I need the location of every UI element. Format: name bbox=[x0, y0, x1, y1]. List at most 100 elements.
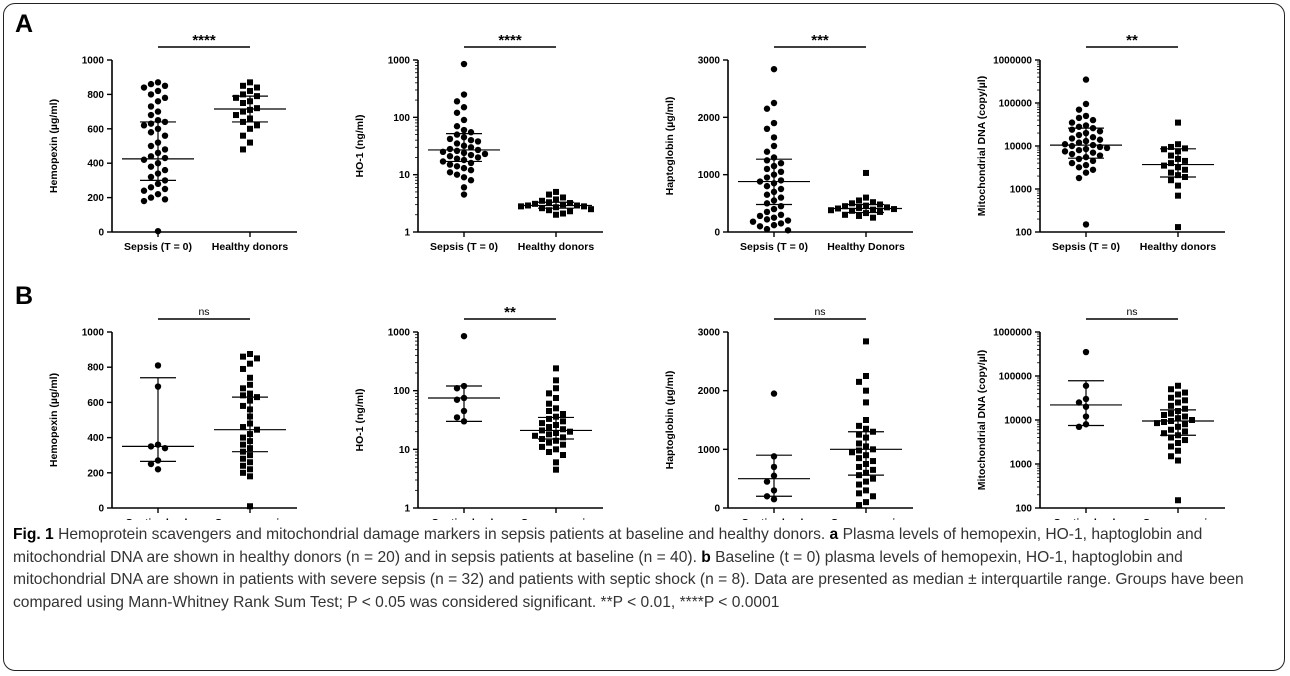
data-point bbox=[1082, 169, 1090, 176]
data-point bbox=[1075, 146, 1083, 154]
data-point bbox=[1075, 155, 1083, 163]
y-tick-label: 400 bbox=[87, 159, 104, 170]
data-point bbox=[147, 184, 155, 191]
data-point bbox=[240, 365, 246, 372]
data-point bbox=[763, 225, 771, 233]
data-point bbox=[1075, 423, 1083, 431]
y-tick-label: 1000 bbox=[388, 56, 411, 67]
data-point bbox=[247, 139, 253, 146]
y-tick-label: 10000 bbox=[1004, 142, 1032, 153]
data-point bbox=[1168, 426, 1174, 433]
data-point bbox=[863, 338, 869, 345]
data-point bbox=[1168, 160, 1174, 167]
data-point bbox=[770, 65, 778, 73]
data-point bbox=[247, 351, 253, 357]
data-point bbox=[1082, 100, 1090, 108]
figure-frame bbox=[3, 3, 1285, 671]
data-point bbox=[453, 163, 461, 170]
data-point bbox=[453, 109, 461, 116]
data-point bbox=[1182, 397, 1188, 404]
data-point bbox=[567, 428, 573, 435]
data-point bbox=[770, 221, 778, 229]
data-point bbox=[1175, 497, 1181, 504]
chart-panel-5: 0 200 400 600 800 1000 Hemopexin (µg/ml) Septic… bbox=[48, 306, 297, 520]
data-point bbox=[532, 432, 538, 439]
data-point bbox=[140, 197, 148, 205]
data-point bbox=[161, 82, 169, 90]
x-tick-label: Healthy donors bbox=[518, 241, 595, 253]
data-point bbox=[856, 447, 862, 454]
data-point bbox=[553, 377, 559, 384]
data-point bbox=[240, 91, 246, 98]
data-point bbox=[147, 173, 155, 181]
data-point bbox=[439, 158, 447, 165]
data-point bbox=[1082, 348, 1090, 356]
data-point bbox=[1168, 386, 1174, 393]
data-point bbox=[546, 390, 552, 397]
data-point bbox=[147, 91, 155, 98]
data-point bbox=[1168, 169, 1174, 176]
data-point bbox=[560, 411, 566, 418]
data-point bbox=[254, 355, 260, 362]
data-point bbox=[1175, 382, 1181, 389]
data-point bbox=[154, 227, 162, 235]
data-point bbox=[1161, 162, 1167, 169]
data-point bbox=[863, 387, 869, 394]
y-tick-label: 0 bbox=[714, 504, 720, 515]
data-point bbox=[567, 200, 573, 207]
data-point bbox=[460, 164, 468, 172]
data-point bbox=[1175, 440, 1181, 447]
y-tick-label: 1000 bbox=[698, 170, 721, 181]
data-point bbox=[553, 196, 559, 203]
chart-panel-2: 1 10 100 1000 HO-1 (ng/ml) Sepsis (T = 0) Heal… bbox=[354, 32, 603, 253]
data-point bbox=[863, 425, 869, 432]
y-tick-label: 2000 bbox=[698, 113, 721, 124]
data-point bbox=[863, 373, 869, 379]
data-point bbox=[161, 196, 169, 203]
data-point bbox=[147, 103, 155, 110]
data-point bbox=[560, 434, 566, 441]
data-point bbox=[777, 211, 785, 218]
data-point bbox=[453, 123, 461, 130]
data-point bbox=[240, 132, 246, 139]
y-tick-label: 1000 bbox=[388, 328, 411, 339]
x-tick-label: Severe sepsis bbox=[521, 517, 591, 520]
data-point bbox=[233, 94, 239, 101]
y-tick-label: 1 bbox=[404, 504, 410, 515]
data-point bbox=[240, 424, 246, 431]
data-point bbox=[560, 418, 566, 425]
data-point bbox=[1175, 119, 1181, 126]
data-point bbox=[140, 84, 148, 91]
caption-title: Hemoprotein scavengers and mitochondrial… bbox=[58, 526, 826, 543]
x-tick-label: Septic shock bbox=[126, 517, 191, 520]
x-tick-label: Severe sepsis bbox=[831, 517, 901, 520]
data-point bbox=[481, 150, 489, 158]
y-tick-label: 10 bbox=[399, 170, 411, 181]
data-point bbox=[1168, 434, 1174, 441]
x-tick-label: Septic shock bbox=[432, 517, 497, 520]
data-point bbox=[863, 487, 869, 494]
data-point bbox=[546, 400, 552, 407]
y-tick-label: 600 bbox=[87, 398, 104, 409]
y-tick-label: 10 bbox=[399, 445, 411, 456]
data-point bbox=[1175, 141, 1181, 148]
y-tick-label: 1000 bbox=[82, 328, 105, 339]
data-point bbox=[770, 99, 778, 107]
data-point bbox=[467, 136, 475, 144]
y-axis-label: HO-1 (ng/ml) bbox=[354, 115, 366, 178]
data-point bbox=[154, 108, 162, 115]
data-point bbox=[777, 185, 785, 193]
data-point bbox=[161, 154, 169, 162]
data-point bbox=[154, 362, 162, 369]
data-point bbox=[1161, 430, 1167, 437]
y-axis-label: Mitochondrial DNA (copy/µl) bbox=[976, 350, 988, 490]
data-point bbox=[453, 140, 461, 147]
data-point bbox=[247, 466, 253, 473]
data-point bbox=[460, 174, 468, 181]
data-point bbox=[1161, 419, 1167, 426]
data-point bbox=[1168, 394, 1174, 401]
data-point bbox=[1103, 144, 1111, 152]
data-point bbox=[842, 211, 848, 218]
data-point bbox=[1096, 152, 1104, 159]
data-point bbox=[553, 365, 559, 372]
